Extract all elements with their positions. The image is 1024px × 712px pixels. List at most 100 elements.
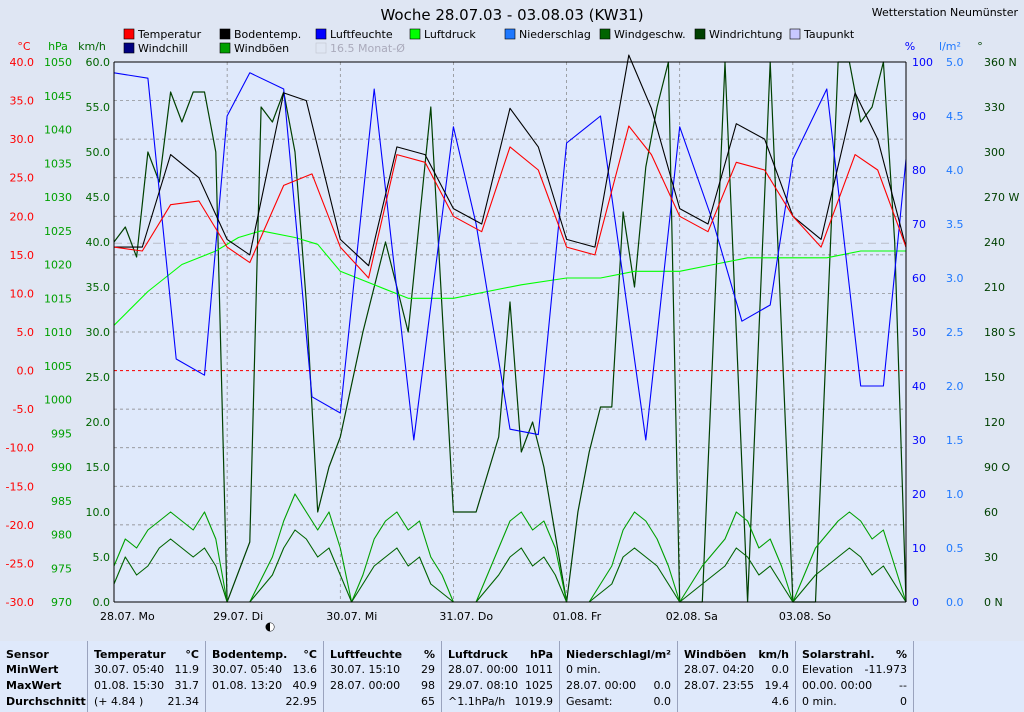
tick-label-rain: 0.5 xyxy=(946,542,964,555)
stats-cell-value: 19.4 xyxy=(764,679,790,692)
tick-label-temp: 15.0 xyxy=(10,249,35,262)
stats-cell: 28.07. 00:00 0.0 xyxy=(566,679,671,693)
x-tick-label: 01.08. Fr xyxy=(553,610,602,623)
stats-cell: 0 min. xyxy=(566,663,671,677)
stats-cell-time: 28.07. 23:55 xyxy=(684,679,755,692)
stats-cell-value: 0.0 xyxy=(771,663,790,676)
stats-header-name: Windböen xyxy=(684,648,747,661)
tick-label-wind: 20.0 xyxy=(86,416,111,429)
legend-label: Windrichtung xyxy=(709,28,782,41)
stats-cell-value: 1019.9 xyxy=(514,695,554,708)
stats-header-unit: °C xyxy=(303,648,317,661)
tick-label-press: 1025 xyxy=(44,225,72,238)
stats-cell-value: 22.95 xyxy=(285,695,318,708)
stats-header-name: Solarstrahl. xyxy=(802,648,875,661)
legend-swatch xyxy=(315,28,327,40)
tick-label-wind: 60.0 xyxy=(86,56,111,69)
stats-cell-time: Gesamt: xyxy=(566,695,613,708)
tick-label-temp: 35.0 xyxy=(10,95,35,108)
axis-unit-label: ° xyxy=(977,40,983,53)
tick-label-wind: 30.0 xyxy=(86,326,111,339)
stats-header-unit: l/m² xyxy=(646,648,671,661)
stats-cell-time: (+ 4.84 ) xyxy=(94,695,144,708)
stats-cell: 28.07. 23:55 19.4 xyxy=(684,679,789,693)
tick-label-temp: -15.0 xyxy=(6,480,34,493)
x-tick-label: 30.07. Mi xyxy=(326,610,377,623)
tick-label-hum: 30 xyxy=(912,434,926,447)
legend-swatch xyxy=(219,42,231,54)
stats-column: Solarstrahl.% Elevation -11.973 00.00. 00:0… xyxy=(796,641,914,712)
weather-chart: Woche 28.07.03 - 03.08.03 (KW31) Wetters… xyxy=(0,0,1024,641)
stats-cell-time: 30.07. 15:10 xyxy=(330,663,401,676)
x-axis: 28.07. Mo 29.07. Di 30.07. Mi 31.07. Do 01.0… xyxy=(100,610,831,623)
tick-label-wind: 15.0 xyxy=(86,461,111,474)
legend: Temperatur Bodentemp. Luftfeuchte Luftdruck… xyxy=(123,28,855,55)
tick-label-temp: -25.0 xyxy=(6,557,34,570)
tick-label-dir: 360 N xyxy=(984,56,1017,69)
legend-swatch xyxy=(694,28,706,40)
tick-label-press: 975 xyxy=(51,562,72,575)
stats-cell: Gesamt: 0.0 xyxy=(566,695,671,709)
stats-sensor-column: Sensor MinWert MaxWert Durchschnitt xyxy=(0,641,88,712)
tick-label-dir: 270 W xyxy=(984,191,1019,204)
tick-label-press: 1010 xyxy=(44,326,72,339)
stats-header: Niederschlag l/m² xyxy=(566,648,671,661)
stats-cell-time: Elevation xyxy=(802,663,854,676)
stats-column: Temperatur °C 30.07. 05:40 11.9 01.08. 15:30… xyxy=(88,641,206,712)
tick-label-dir: 90 O xyxy=(984,461,1010,474)
stats-cell-value: 0 xyxy=(900,695,907,708)
stats-column: Luftfeuchte% 30.07. 15:10 29 28.07. 00:00 98… xyxy=(324,641,442,712)
stats-header: Bodentemp. °C xyxy=(212,648,317,661)
stats-cell: 28.07. 00:00 98 xyxy=(330,679,435,693)
statistics-table: Sensor MinWert MaxWert Durchschnitt Temperat… xyxy=(0,641,1024,712)
stats-cell-value: 11.9 xyxy=(174,663,200,676)
moon-phase-icon-half xyxy=(270,623,274,631)
grid xyxy=(114,62,906,602)
tick-label-hum: 60 xyxy=(912,272,926,285)
tick-label-press: 1020 xyxy=(44,259,72,272)
tick-label-rain: 3.5 xyxy=(946,218,964,231)
stats-cell: 22.95 xyxy=(212,695,318,709)
tick-label-hum: 50 xyxy=(912,326,926,339)
legend-swatch xyxy=(409,28,421,40)
legend-label: Luftfeuchte xyxy=(330,28,393,41)
legend-label: Niederschlag xyxy=(519,28,591,41)
stats-header-unit: km/h xyxy=(758,648,789,661)
tick-label-hum: 0 xyxy=(912,596,919,609)
legend-label: Bodentemp. xyxy=(234,28,301,41)
x-tick-label: 31.07. Do xyxy=(439,610,493,623)
tick-label-dir: 210 xyxy=(984,281,1005,294)
stats-cell-time: 28.07. 00:00 xyxy=(330,679,401,692)
tick-label-temp: -30.0 xyxy=(6,596,34,609)
stats-cell-value: 1011 xyxy=(525,663,553,676)
stats-header-unit: hPa xyxy=(529,648,553,661)
x-tick-label: 02.08. Sa xyxy=(666,610,718,623)
legend-label: Windböen xyxy=(234,42,289,55)
tick-label-press: 1030 xyxy=(44,191,72,204)
tick-label-temp: -5.0 xyxy=(13,403,34,416)
legend-label: Luftdruck xyxy=(424,28,476,41)
stats-cell-time: 28.07. 04:20 xyxy=(684,663,755,676)
stats-header-unit: % xyxy=(423,648,435,661)
tick-label-hum: 40 xyxy=(912,380,926,393)
tick-label-hum: 100 xyxy=(912,56,933,69)
stats-cell: 28.07. 04:20 0.0 xyxy=(684,663,789,677)
tick-label-wind: 10.0 xyxy=(86,506,111,519)
tick-label-dir: 330 xyxy=(984,101,1005,114)
tick-label-wind: 40.0 xyxy=(86,236,111,249)
legend-label: Temperatur xyxy=(137,28,202,41)
stats-cell-time: 28.07. 00:00 xyxy=(448,663,519,676)
tick-label-wind: 5.0 xyxy=(93,551,111,564)
series-bodentemp xyxy=(114,54,907,267)
stats-cell: 29.07. 08:10 1025 xyxy=(448,679,553,693)
tick-label-hum: 80 xyxy=(912,164,926,177)
legend-swatch xyxy=(315,42,327,54)
legend-swatch xyxy=(504,28,516,40)
tick-label-wind: 45.0 xyxy=(86,191,111,204)
axes: 40.0 35.0 30.0 25.0 20.0 15.0 10.0 5.0 0.0 -5.0 -1… xyxy=(6,56,1020,609)
stats-cell-value: 0.0 xyxy=(653,679,672,692)
tick-label-press: 1045 xyxy=(44,90,72,103)
stats-cell-value: 29 xyxy=(421,663,435,676)
tick-label-hum: 90 xyxy=(912,110,926,123)
